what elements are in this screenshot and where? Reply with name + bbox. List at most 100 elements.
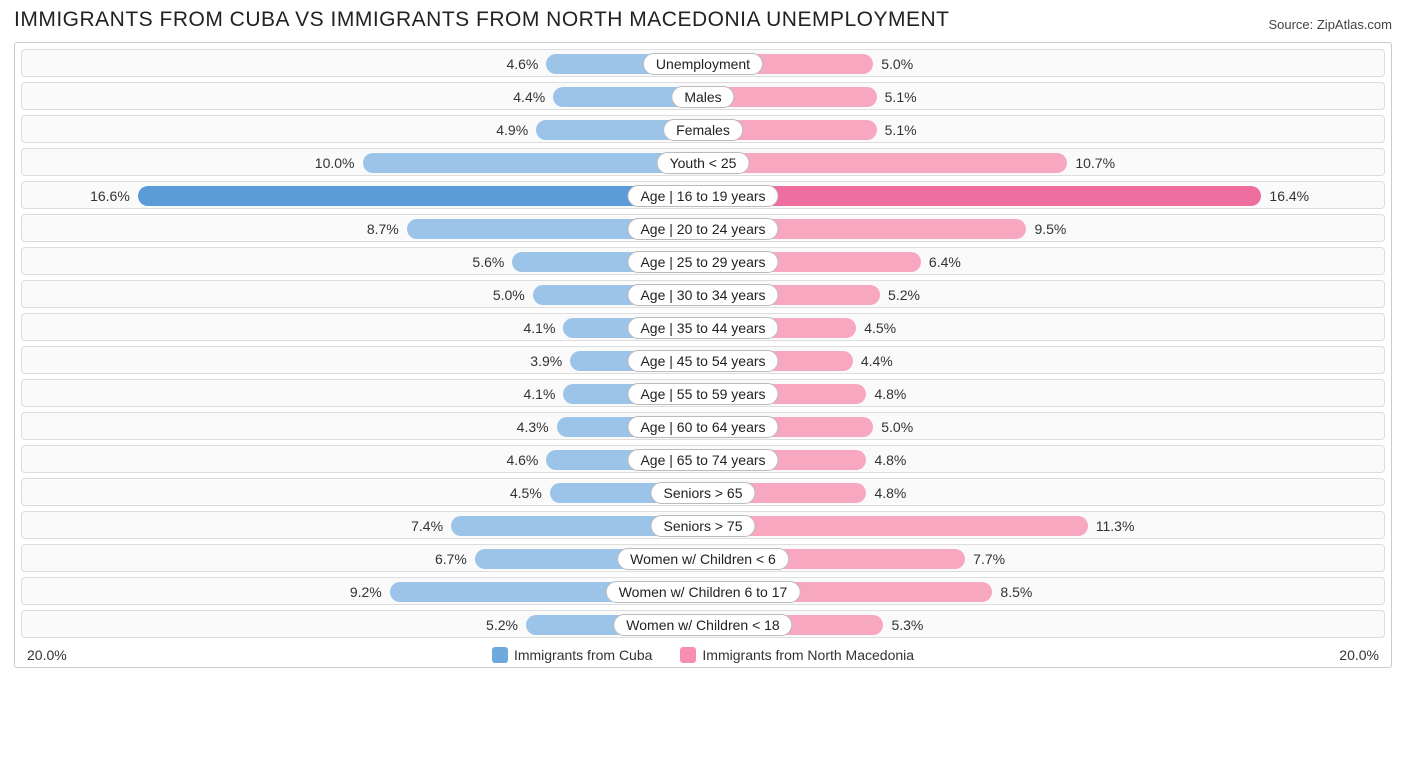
row-left-half: 3.9% (22, 347, 703, 373)
chart-row: 5.2%5.3%Women w/ Children < 18 (21, 610, 1385, 638)
category-label: Women w/ Children < 6 (617, 548, 789, 570)
category-label: Youth < 25 (657, 152, 750, 174)
chart-header: IMMIGRANTS FROM CUBA VS IMMIGRANTS FROM … (14, 8, 1392, 32)
row-right-half: 4.8% (703, 446, 1384, 472)
value-label-left: 4.1% (523, 380, 555, 408)
row-right-half: 10.7% (703, 149, 1384, 175)
bar-left (138, 186, 703, 206)
bar-right (703, 153, 1067, 173)
chart-source: Source: ZipAtlas.com (1268, 17, 1392, 32)
row-left-half: 5.6% (22, 248, 703, 274)
value-label-right: 4.8% (874, 479, 906, 507)
value-label-left: 8.7% (367, 215, 399, 243)
row-left-half: 4.9% (22, 116, 703, 142)
value-label-left: 4.6% (506, 446, 538, 474)
category-label: Age | 30 to 34 years (627, 284, 778, 306)
row-right-half: 9.5% (703, 215, 1384, 241)
chart-title: IMMIGRANTS FROM CUBA VS IMMIGRANTS FROM … (14, 8, 950, 32)
chart-row: 4.6%5.0%Unemployment (21, 49, 1385, 77)
value-label-left: 4.5% (510, 479, 542, 507)
value-label-right: 5.0% (881, 413, 913, 441)
row-left-half: 9.2% (22, 578, 703, 604)
value-label-right: 11.3% (1096, 512, 1135, 540)
legend-label-right: Immigrants from North Macedonia (702, 647, 914, 663)
row-left-half: 7.4% (22, 512, 703, 538)
category-label: Females (663, 119, 743, 141)
axis-max-left: 20.0% (27, 647, 67, 663)
row-right-half: 4.8% (703, 380, 1384, 406)
row-left-half: 4.1% (22, 314, 703, 340)
value-label-right: 7.7% (973, 545, 1005, 573)
chart-container: IMMIGRANTS FROM CUBA VS IMMIGRANTS FROM … (0, 0, 1406, 674)
source-name: ZipAtlas.com (1317, 17, 1392, 32)
legend-swatch-left (492, 647, 508, 663)
row-right-half: 4.8% (703, 479, 1384, 505)
source-prefix: Source: (1268, 17, 1316, 32)
value-label-right: 10.7% (1075, 149, 1115, 177)
value-label-left: 4.4% (513, 83, 545, 111)
chart-row: 4.3% 5.0% Age | 60 to 64 years (21, 412, 1385, 440)
category-label: Age | 60 to 64 years (627, 416, 778, 438)
category-label: Age | 16 to 19 years (627, 185, 778, 207)
row-left-half: 5.2% (22, 611, 703, 637)
chart-row: 4.9% 5.1% Females (21, 115, 1385, 143)
category-label: Women w/ Children < 18 (613, 614, 792, 636)
chart-row: 4.5%4.8%Seniors > 65 (21, 478, 1385, 506)
row-left-half: 4.3% (22, 413, 703, 439)
category-label: Age | 65 to 74 years (627, 449, 778, 471)
value-label-right: 5.1% (885, 83, 917, 111)
value-label-right: 6.4% (929, 248, 961, 276)
row-right-half: 6.4% (703, 248, 1384, 274)
row-right-half: 5.3% (703, 611, 1384, 637)
category-label: Age | 25 to 29 years (627, 251, 778, 273)
chart-legend: Immigrants from Cuba Immigrants from Nor… (492, 647, 914, 663)
legend-item-right: Immigrants from North Macedonia (680, 647, 914, 663)
value-label-left: 4.3% (517, 413, 549, 441)
category-label: Age | 35 to 44 years (627, 317, 778, 339)
chart-row: 4.1%4.8%Age | 55 to 59 years (21, 379, 1385, 407)
row-right-half: 5.1% (703, 83, 1384, 109)
chart-row: 6.7% 7.7% Women w/ Children < 6 (21, 544, 1385, 572)
value-label-right: 4.5% (864, 314, 896, 342)
row-right-half: 4.5% (703, 314, 1384, 340)
chart-row: 5.6% 6.4% Age | 25 to 29 years (21, 247, 1385, 275)
value-label-right: 4.8% (874, 380, 906, 408)
chart-row: 8.7% 9.5% Age | 20 to 24 years (21, 214, 1385, 242)
row-left-half: 4.4% (22, 83, 703, 109)
row-left-half: 10.0% (22, 149, 703, 175)
chart-row: 4.1% 4.5% Age | 35 to 44 years (21, 313, 1385, 341)
chart-footer: 20.0% Immigrants from Cuba Immigrants fr… (21, 643, 1385, 665)
category-label: Seniors > 75 (651, 515, 756, 537)
value-label-right: 5.1% (885, 116, 917, 144)
row-left-half: 6.7% (22, 545, 703, 571)
chart-row: 9.2% 8.5% Women w/ Children 6 to 17 (21, 577, 1385, 605)
category-label: Age | 20 to 24 years (627, 218, 778, 240)
row-right-half: 5.1% (703, 116, 1384, 142)
chart-row: 7.4% 11.3% Seniors > 75 (21, 511, 1385, 539)
value-label-right: 8.5% (1000, 578, 1032, 606)
value-label-right: 4.4% (861, 347, 893, 375)
bar-right (703, 516, 1088, 536)
value-label-left: 4.6% (506, 50, 538, 78)
chart-row: 4.6% 4.8%Age | 65 to 74 years (21, 445, 1385, 473)
row-right-half: 5.2% (703, 281, 1384, 307)
row-right-half: 4.4% (703, 347, 1384, 373)
row-left-half: 4.1% (22, 380, 703, 406)
row-left-half: 4.6% (22, 50, 703, 76)
legend-item-left: Immigrants from Cuba (492, 647, 652, 663)
value-label-right: 9.5% (1034, 215, 1066, 243)
category-label: Age | 45 to 54 years (627, 350, 778, 372)
row-right-half: 7.7% (703, 545, 1384, 571)
legend-label-left: Immigrants from Cuba (514, 647, 652, 663)
chart-row: 10.0% 10.7% Youth < 25 (21, 148, 1385, 176)
value-label-right: 16.4% (1269, 182, 1309, 210)
row-right-half: 5.0% (703, 413, 1384, 439)
row-left-half: 5.0% (22, 281, 703, 307)
value-label-left: 4.9% (496, 116, 528, 144)
value-label-left: 5.0% (493, 281, 525, 309)
category-label: Women w/ Children 6 to 17 (606, 581, 801, 603)
value-label-right: 5.2% (888, 281, 920, 309)
chart-row: 3.9% 4.4% Age | 45 to 54 years (21, 346, 1385, 374)
row-right-half: 8.5% (703, 578, 1384, 604)
value-label-left: 9.2% (350, 578, 382, 606)
